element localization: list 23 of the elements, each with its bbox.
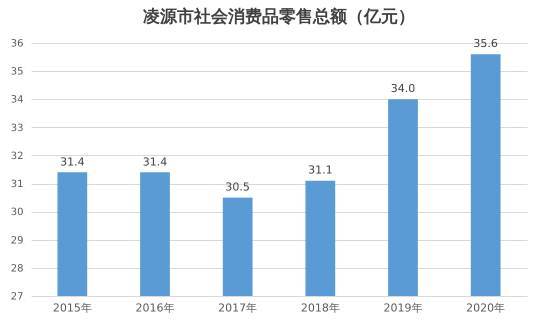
data-label: 31.4 — [142, 155, 168, 168]
x-tick-label: 2017年 — [218, 302, 258, 314]
y-tick-label: 31 — [10, 179, 24, 190]
x-tick-label: 2018年 — [300, 302, 340, 314]
data-label: 35.6 — [473, 37, 498, 50]
chart-title: 凌源市社会消费品零售总额（亿元） — [143, 7, 415, 27]
x-tick-label: 2019年 — [384, 302, 422, 314]
y-tick-label: 33 — [10, 122, 24, 134]
x-tick-label: 2016年 — [136, 302, 174, 314]
y-tick-label: 34 — [10, 94, 24, 106]
y-tick-label: 29 — [10, 235, 24, 246]
data-label: 31.4 — [60, 155, 85, 168]
y-tick-label: 30 — [10, 207, 24, 218]
y-tick-label: 27 — [10, 292, 24, 302]
data-label: 34.0 — [390, 82, 416, 96]
x-tick-label: 2015年 — [52, 302, 92, 314]
y-tick-label: 36 — [10, 38, 24, 50]
y-tick-label: 32 — [10, 150, 24, 162]
data-label: 31.1 — [308, 164, 333, 177]
x-tick-label: 2020年 — [466, 302, 506, 314]
data-label: 30.5 — [225, 180, 250, 194]
y-tick-label: 35 — [10, 66, 24, 78]
y-tick-label: 28 — [10, 263, 24, 274]
